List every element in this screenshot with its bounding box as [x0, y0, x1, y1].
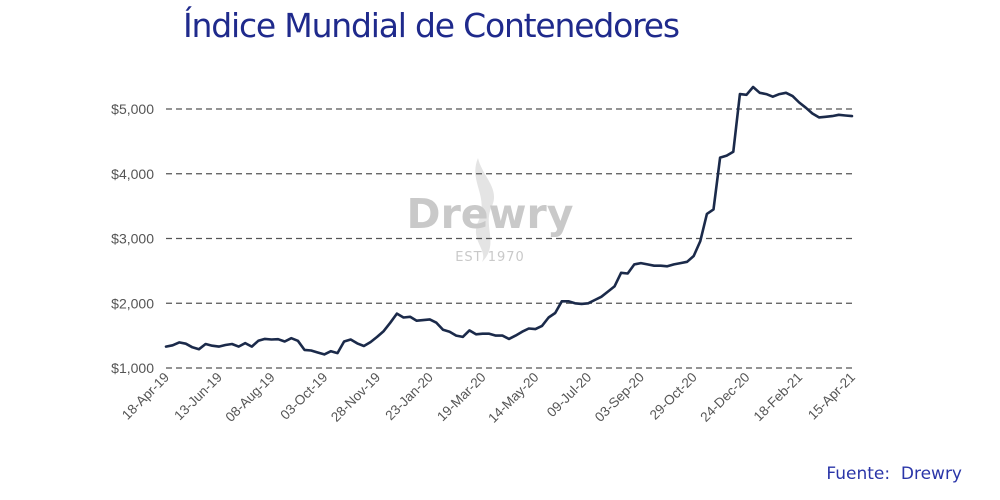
x-tick-label: 24-Dec-20	[697, 370, 752, 425]
chart-title: Índice Mundial de Contenedores	[183, 6, 680, 45]
x-tick-label: 09-Jul-20	[544, 370, 594, 420]
y-tick-label: $4,000	[111, 166, 154, 182]
y-tick-label: $5,000	[111, 101, 154, 117]
watermark-subtitle: EST 1970	[455, 250, 525, 265]
x-tick-label: 18-Feb-21	[751, 370, 806, 425]
y-tick-label: $3,000	[111, 231, 154, 247]
x-tick-label: 03-Sep-20	[592, 370, 647, 425]
x-tick-label: 18-Apr-19	[119, 370, 172, 423]
x-tick-label: 08-Aug-19	[222, 370, 277, 425]
grid-lines	[166, 108, 852, 369]
series-line	[164, 85, 854, 356]
source-note: Fuente: Drewry	[826, 464, 962, 484]
x-tick-label: 29-Oct-20	[647, 370, 700, 423]
x-tick-label: 13-Jun-19	[171, 370, 225, 424]
x-tick-label: 23-Jan-20	[382, 370, 436, 424]
y-axis: $1,000 $2,000 $3,000 $4,000 $5,000	[111, 101, 154, 376]
drewry-watermark: Drewry EST 1970	[407, 158, 574, 265]
series-layer	[164, 85, 854, 356]
y-tick-label: $2,000	[111, 295, 154, 311]
x-tick-label: 03-Oct-19	[277, 370, 330, 423]
x-tick-label: 19-Mar-20	[434, 370, 489, 425]
x-tick-label: 28-Nov-19	[328, 370, 383, 425]
y-tick-label: $1,000	[111, 360, 154, 376]
x-tick-label: 15-Apr-21	[805, 370, 858, 423]
watermark-name: Drewry	[407, 190, 574, 238]
x-tick-label: 14-May-20	[485, 370, 541, 426]
flame-logo-icon	[475, 158, 495, 262]
